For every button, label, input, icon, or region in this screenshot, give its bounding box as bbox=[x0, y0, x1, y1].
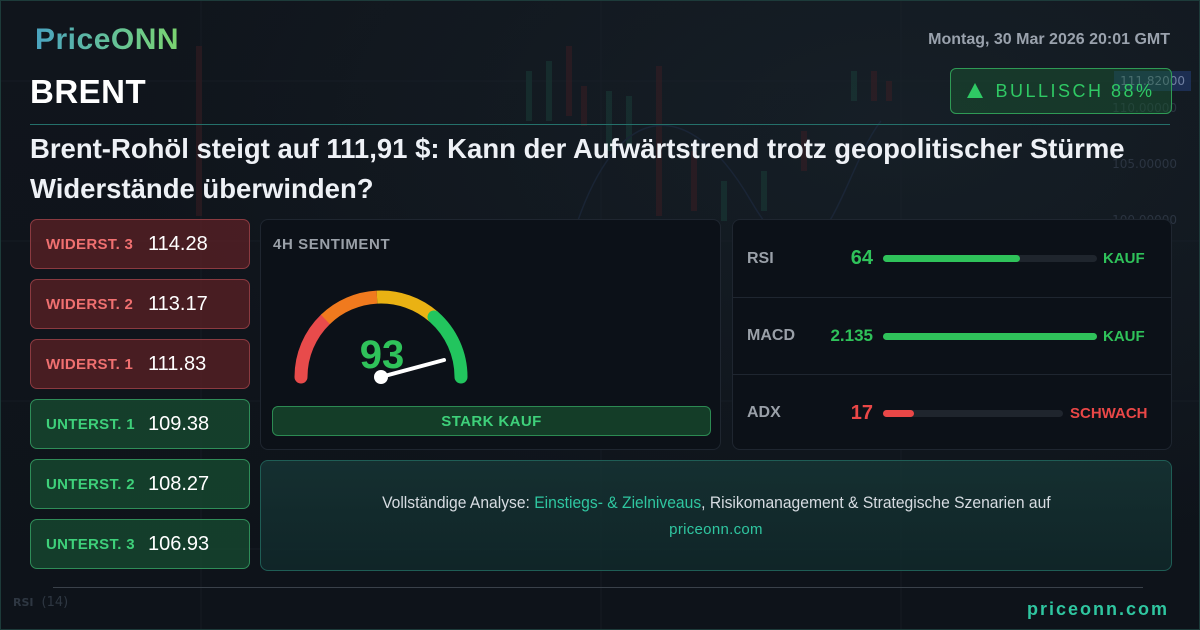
headline: Brent-Rohöl steigt auf 111,91 $: Kann de… bbox=[30, 133, 1125, 204]
bias-badge: BULLISCH 88% bbox=[950, 68, 1172, 114]
level-resistance-1: WIDERST. 1 111.83 bbox=[30, 339, 250, 389]
rsi-bar bbox=[883, 255, 1097, 262]
bias-label: BULLISCH 88% bbox=[995, 80, 1155, 101]
cta-link[interactable]: priceonn.com bbox=[669, 521, 763, 538]
level-support-1: UNTERST. 1 109.38 bbox=[30, 399, 250, 449]
sentiment-score: 93 bbox=[359, 333, 405, 377]
symbol-title: BRENT bbox=[30, 73, 147, 110]
brand-logo: PriceONN bbox=[35, 23, 180, 56]
macd-bar bbox=[883, 332, 1097, 340]
indicator-row-adx: ADX 17 SCHWACH bbox=[733, 374, 1171, 451]
indicator-row-macd: MACD 2.135 KAUF bbox=[733, 297, 1171, 374]
level-resistance-2: WIDERST. 2 113.17 bbox=[30, 279, 250, 329]
adx-bar bbox=[883, 409, 1063, 417]
sentiment-title: 4H SENTIMENT bbox=[273, 236, 391, 253]
indicator-row-rsi: RSI 64 KAUF bbox=[747, 247, 1145, 269]
price-levels: WIDERST. 3 114.28 WIDERST. 2 113.17 WIDE… bbox=[30, 219, 250, 579]
level-resistance-3: WIDERST. 3 114.28 bbox=[30, 219, 250, 269]
analysis-cta[interactable]: Vollständige Analyse: Einstiegs- & Zieln… bbox=[260, 460, 1172, 571]
sentiment-card: 4H SENTIMENT 93 STARK KAUF bbox=[260, 219, 721, 450]
cta-text: Vollständige Analyse: Einstiegs- & Zieln… bbox=[381, 493, 1051, 512]
divider bbox=[30, 124, 1170, 125]
sentiment-gauge-icon bbox=[294, 290, 468, 384]
triangle-up-icon bbox=[967, 82, 984, 98]
level-support-2: UNTERST. 2 108.27 bbox=[30, 459, 250, 509]
timestamp: Montag, 30 Mar 2026 20:01 GMT bbox=[928, 31, 1170, 48]
divider bbox=[53, 587, 1143, 588]
sentiment-signal-badge: STARK KAUF bbox=[272, 406, 711, 436]
bg-axis-label: 105.00000 bbox=[1112, 157, 1177, 171]
indicators-card: RSI 64 KAUF MACD 2.135 KAUF ADX 17 SCHWA… bbox=[732, 219, 1172, 450]
bg-axis-label: 110.00000 bbox=[1112, 101, 1177, 115]
bg-rsi-label: RSI (14) bbox=[13, 595, 69, 610]
footer-link[interactable]: priceonn.com bbox=[1026, 599, 1169, 619]
level-support-3: UNTERST. 3 106.93 bbox=[30, 519, 250, 569]
